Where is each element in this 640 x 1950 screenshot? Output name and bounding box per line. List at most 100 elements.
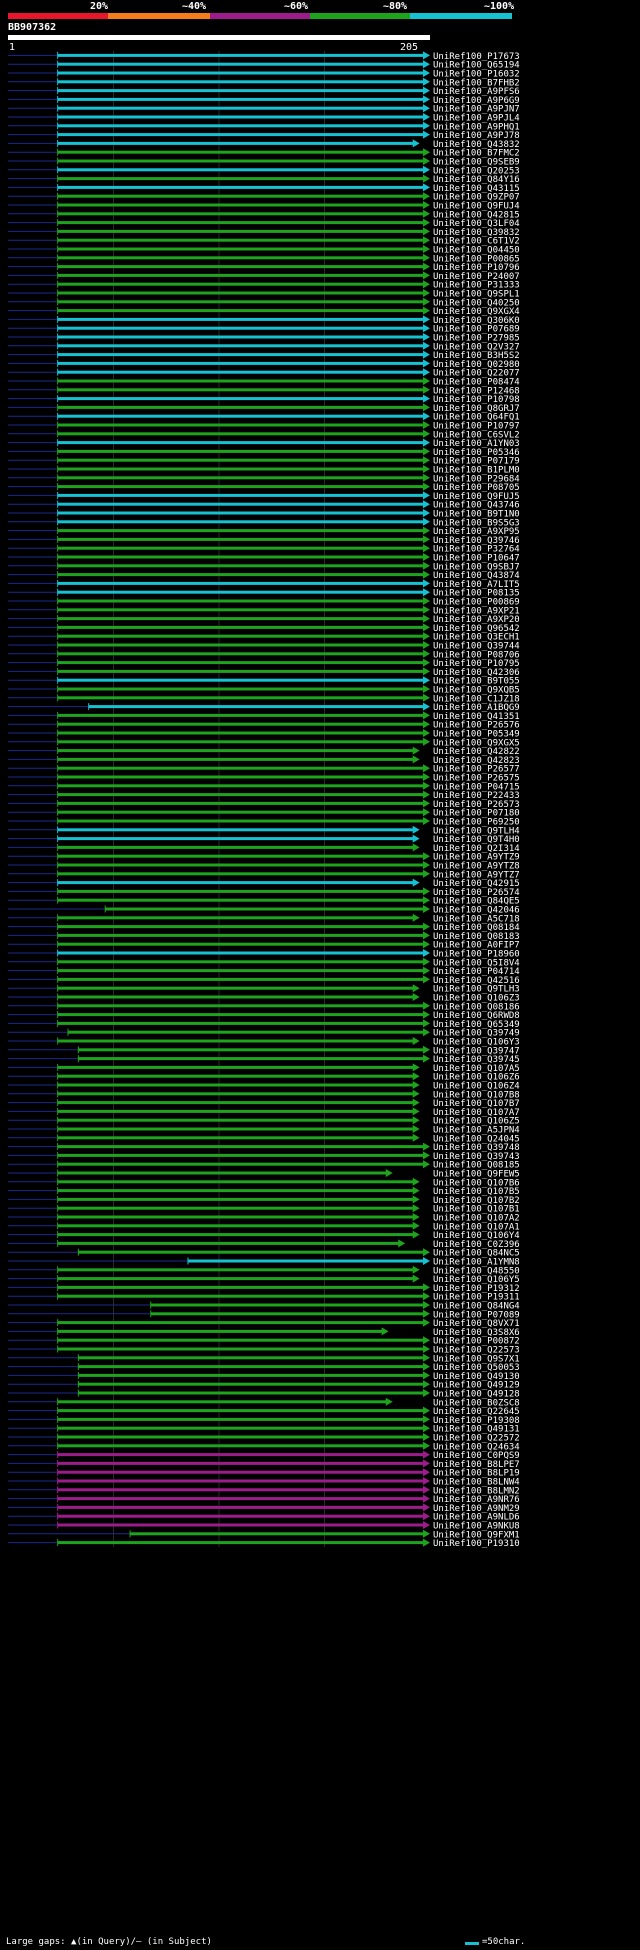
- hit-end-arrow: [423, 790, 430, 799]
- hit-label: UniRef100_P10798: [433, 395, 520, 405]
- hit-end-arrow: [423, 869, 430, 878]
- hit-bar: [57, 942, 424, 946]
- hit-end-arrow: [412, 993, 420, 1001]
- hit-bar: [57, 687, 424, 691]
- hit-label: UniRef100_Q3ECH1: [433, 633, 520, 643]
- hit-end-arrow: [412, 984, 420, 993]
- hit-end-arrow: [423, 359, 430, 368]
- hit-bar: [57, 845, 414, 849]
- hit-label: UniRef100_Q49131: [433, 1425, 520, 1435]
- hit-end-arrow: [423, 887, 430, 896]
- hit-label: UniRef100_P10796: [433, 263, 520, 273]
- hit-bar: [57, 1417, 424, 1421]
- hit-end-arrow: [423, 280, 430, 289]
- hit-end-arrow: [423, 966, 430, 975]
- scale-swatch: [465, 1942, 479, 1945]
- hit-label: UniRef100_P27985: [433, 334, 520, 344]
- hit-label: UniRef100_A0FIP7: [433, 941, 520, 951]
- hit-bar: [187, 1259, 424, 1263]
- hit-end-arrow: [423, 333, 430, 341]
- hit-label: UniRef100_P10797: [433, 422, 520, 432]
- hit-label: UniRef100_Q84NG4: [433, 1302, 520, 1312]
- hit-label: UniRef100_P19308: [433, 1416, 520, 1426]
- hit-end-arrow: [412, 1063, 420, 1072]
- hit-bar: [57, 1197, 414, 1201]
- hit-bar: [57, 1162, 424, 1166]
- hit-end-arrow: [412, 834, 420, 843]
- hit-end-arrow: [423, 597, 430, 605]
- hit-label: UniRef100_B9S5G3: [433, 518, 520, 528]
- hit-label: UniRef100_A9PFS6: [433, 87, 520, 97]
- hit-end-arrow: [412, 1230, 420, 1239]
- hit-end-arrow: [423, 1494, 430, 1503]
- hit-bar: [57, 89, 424, 93]
- hit-end-arrow: [412, 1274, 420, 1283]
- hit-label: UniRef100_P00872: [433, 1337, 520, 1347]
- hit-bar: [57, 969, 424, 973]
- hit-bar: [57, 1136, 414, 1140]
- hit-label: UniRef100_Q107B2: [433, 1196, 520, 1206]
- hit-bar: [57, 1497, 424, 1501]
- hit-bar: [57, 115, 424, 119]
- hit-end-arrow: [412, 843, 420, 852]
- hit-bar: [57, 476, 424, 480]
- hit-bar: [78, 1382, 424, 1386]
- hit-bar: [57, 1189, 414, 1193]
- hit-end-arrow: [412, 1116, 420, 1125]
- hit-bar: [57, 212, 424, 216]
- hit-label: UniRef100_P05349: [433, 730, 520, 740]
- hit-end-arrow: [423, 456, 430, 465]
- hit-label: UniRef100_Q9FEW5: [433, 1170, 520, 1180]
- hit-end-arrow: [423, 1441, 430, 1450]
- hit-end-arrow: [423, 113, 430, 121]
- hit-bar: [57, 573, 424, 577]
- hit-bar: [57, 986, 414, 990]
- hit-label: UniRef100_Q9SBJ7: [433, 562, 520, 572]
- hit-label: UniRef100_Q22573: [433, 1346, 520, 1356]
- hit-end-arrow: [423, 975, 430, 984]
- hit-bar: [57, 1329, 383, 1333]
- hit-end-arrow: [423, 861, 430, 869]
- hit-label: UniRef100_A9YTZ9: [433, 853, 520, 863]
- hit-end-arrow: [423, 377, 430, 385]
- hit-bar: [57, 828, 414, 832]
- hit-end-arrow: [423, 324, 430, 333]
- hit-label: UniRef100_A9P6G9: [433, 96, 520, 106]
- hit-label: UniRef100_P00865: [433, 254, 520, 264]
- scale-label: =50char.: [482, 1937, 526, 1947]
- hit-end-arrow: [423, 931, 430, 940]
- hit-bar: [57, 485, 424, 489]
- hit-label: UniRef100_Q64FQ1: [433, 413, 520, 423]
- hit-bar: [57, 1065, 414, 1069]
- hit-end-arrow: [423, 1045, 430, 1054]
- hit-label: UniRef100_Q41351: [433, 712, 520, 722]
- chart-footer: Large gaps: ▲(in Query)/– (in Subject) =…: [0, 1935, 640, 1950]
- hit-end-arrow: [423, 95, 430, 104]
- legend-segment: [108, 13, 210, 19]
- hit-label: UniRef100_Q42815: [433, 210, 520, 220]
- hit-end-arrow: [423, 1318, 430, 1327]
- hit-label: UniRef100_Q42516: [433, 976, 520, 986]
- hit-bar: [57, 177, 424, 181]
- hit-label: UniRef100_P08706: [433, 650, 520, 660]
- hit-label: UniRef100_Q106Y4: [433, 1231, 520, 1241]
- hit-bar: [57, 124, 424, 128]
- hit-end-arrow: [423, 808, 430, 817]
- hit-bar: [67, 1030, 424, 1034]
- hit-bar: [57, 344, 424, 348]
- hit-label: UniRef100_Q9T4H0: [433, 835, 520, 845]
- hit-end-arrow: [423, 526, 430, 535]
- hit-label: UniRef100_A5JPN4: [433, 1126, 520, 1136]
- hit-end-arrow: [423, 236, 430, 245]
- hit-end-arrow: [423, 183, 430, 192]
- hit-label: UniRef100_Q24634: [433, 1442, 520, 1452]
- hit-end-arrow: [385, 1169, 393, 1177]
- hit-bar: [57, 1347, 424, 1351]
- hit-label: UniRef100_A9PHQ1: [433, 122, 520, 132]
- hit-label: UniRef100_Q48550: [433, 1266, 520, 1276]
- hit-end-arrow: [423, 588, 430, 597]
- hit-label: UniRef100_P07180: [433, 809, 520, 819]
- hit-end-arrow: [423, 253, 430, 262]
- hit-end-arrow: [412, 139, 420, 148]
- hit-label: UniRef100_Q84QE5: [433, 897, 520, 907]
